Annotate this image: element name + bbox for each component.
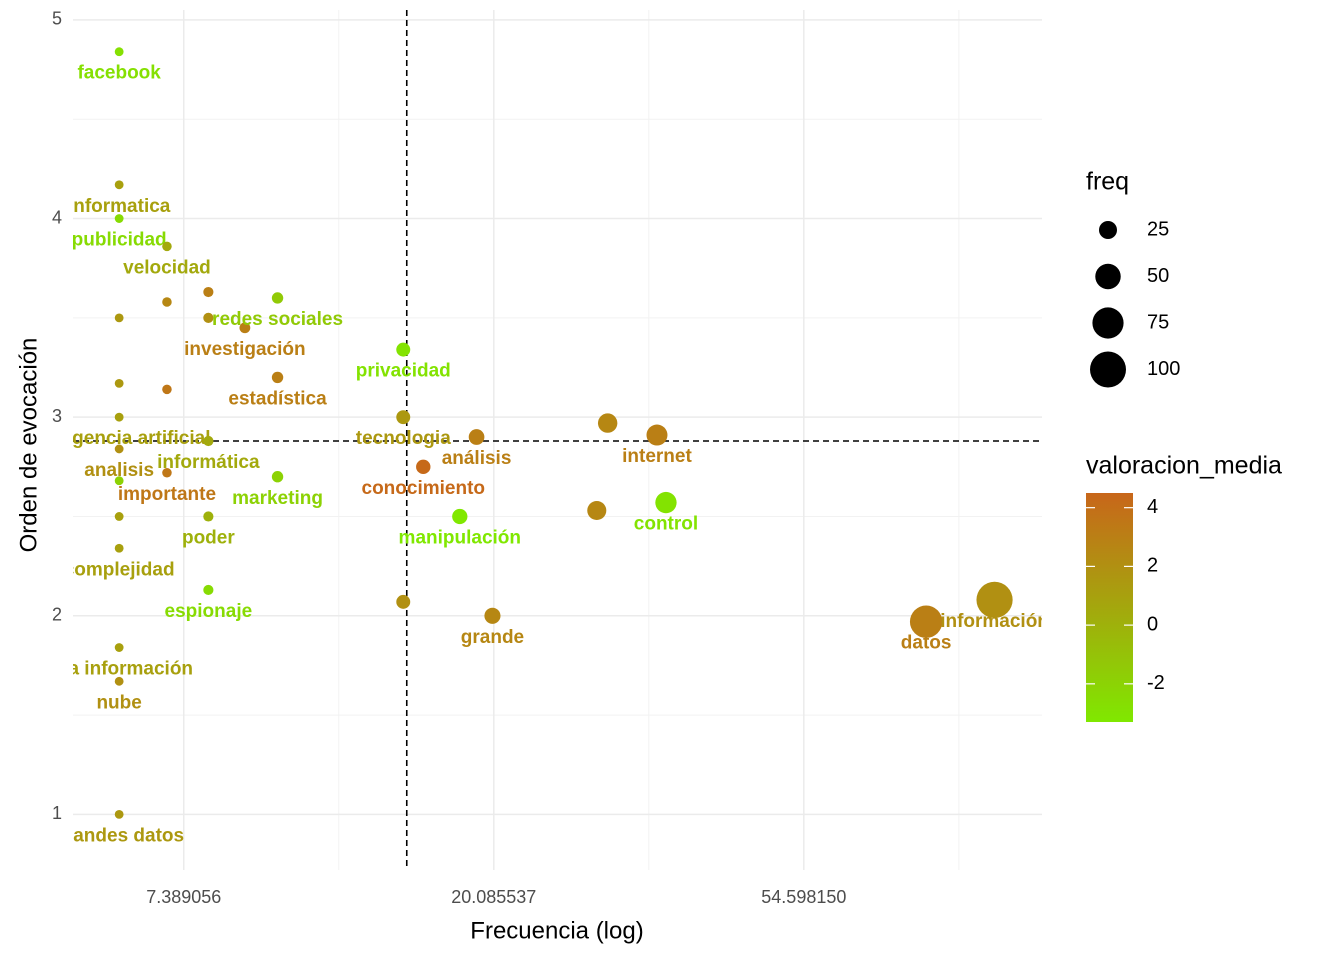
x-tick-label: 54.598150 <box>761 887 846 907</box>
point <box>587 500 607 521</box>
point-label: poder <box>182 527 235 548</box>
point <box>203 511 214 522</box>
point <box>162 468 172 478</box>
y-tick-label: 1 <box>52 803 62 823</box>
point-label: información <box>940 611 1049 632</box>
plot-panel: facebook informatica publicidad velocidad in… <box>28 10 1049 870</box>
x-tick-label: 7.389056 <box>146 887 221 907</box>
size-legend-title: freq <box>1086 168 1129 196</box>
point <box>114 47 124 57</box>
size-legend-key <box>1099 221 1117 239</box>
point <box>114 543 124 553</box>
point-label: facebook <box>77 63 161 84</box>
point <box>114 180 124 190</box>
point <box>114 313 124 323</box>
y-tick-label: 2 <box>52 605 62 625</box>
size-legend-key <box>1095 263 1121 290</box>
point <box>909 605 943 638</box>
y-tick-label: 4 <box>52 207 62 227</box>
point-label: analisis <box>84 460 154 481</box>
color-legend-label: -2 <box>1147 672 1165 694</box>
point <box>452 508 468 525</box>
point-label: grandes datos <box>54 825 184 846</box>
grid <box>73 10 1042 870</box>
point-label: nube <box>96 692 141 713</box>
point-label: velocidad <box>123 257 211 278</box>
color-bar <box>1086 493 1133 722</box>
point <box>655 491 677 514</box>
size-legend-label: 100 <box>1147 358 1180 380</box>
point <box>396 410 411 425</box>
point <box>976 581 1013 618</box>
point <box>597 413 618 433</box>
point-label: informatica <box>68 196 171 217</box>
point-label: conocimiento <box>362 478 486 499</box>
size-legend-key <box>1090 351 1126 388</box>
point <box>203 286 214 298</box>
point <box>114 476 124 486</box>
point <box>271 371 284 384</box>
point-label: publicidad <box>72 230 167 251</box>
point-label: control <box>634 514 698 535</box>
point <box>114 444 124 454</box>
point-label: privacidad <box>356 361 451 382</box>
point <box>114 676 124 686</box>
point-label: grande <box>461 627 524 648</box>
point-label: una información <box>45 659 193 680</box>
point-label: manipulación <box>399 527 521 548</box>
size-legend-label: 25 <box>1147 218 1169 240</box>
point <box>162 241 172 252</box>
size-legend-key <box>1092 307 1124 339</box>
point <box>396 342 411 357</box>
y-axis-title: Orden de evocación <box>15 338 42 553</box>
y-tick-label: 5 <box>52 9 62 29</box>
point <box>114 809 124 819</box>
x-axis-title: Frecuencia (log) <box>470 917 643 944</box>
point <box>203 312 214 323</box>
point-label: marketing <box>232 488 323 509</box>
point-label: investigación <box>184 339 305 360</box>
point <box>114 512 124 521</box>
point <box>203 584 214 596</box>
x-tick-label: 20.085537 <box>451 887 536 907</box>
point <box>114 643 124 652</box>
size-legend-label: 75 <box>1147 311 1169 333</box>
point-label: importante <box>118 484 216 505</box>
size-legend-label: 50 <box>1147 265 1169 287</box>
point-label: datos <box>901 633 952 654</box>
point <box>271 471 284 483</box>
point <box>416 459 431 475</box>
point <box>203 435 214 447</box>
y-tick-label: 3 <box>52 406 62 426</box>
point <box>239 322 251 334</box>
color-legend-title: valoracion_media <box>1086 452 1282 480</box>
color-legend-label: 0 <box>1147 613 1158 635</box>
point <box>396 594 411 609</box>
point <box>114 412 124 422</box>
point-label: espionaje <box>165 601 253 622</box>
point-label: análisis <box>442 448 512 469</box>
color-legend-label: 2 <box>1147 555 1158 577</box>
point <box>468 429 485 445</box>
point <box>484 607 501 624</box>
point <box>114 378 124 388</box>
point <box>162 384 172 395</box>
point-label: inteligencia artificial <box>28 428 211 449</box>
point-label: tecnologia <box>356 428 451 449</box>
point-label: internet <box>622 446 692 467</box>
point-label: estadística <box>228 388 327 409</box>
point <box>646 424 668 446</box>
point <box>162 297 172 307</box>
point-label: informática <box>157 452 260 473</box>
color-legend-label: 4 <box>1147 496 1158 518</box>
point <box>114 214 124 223</box>
point <box>271 292 284 304</box>
point-label: redes sociales <box>212 309 343 330</box>
point-label: complejidad <box>64 559 175 580</box>
